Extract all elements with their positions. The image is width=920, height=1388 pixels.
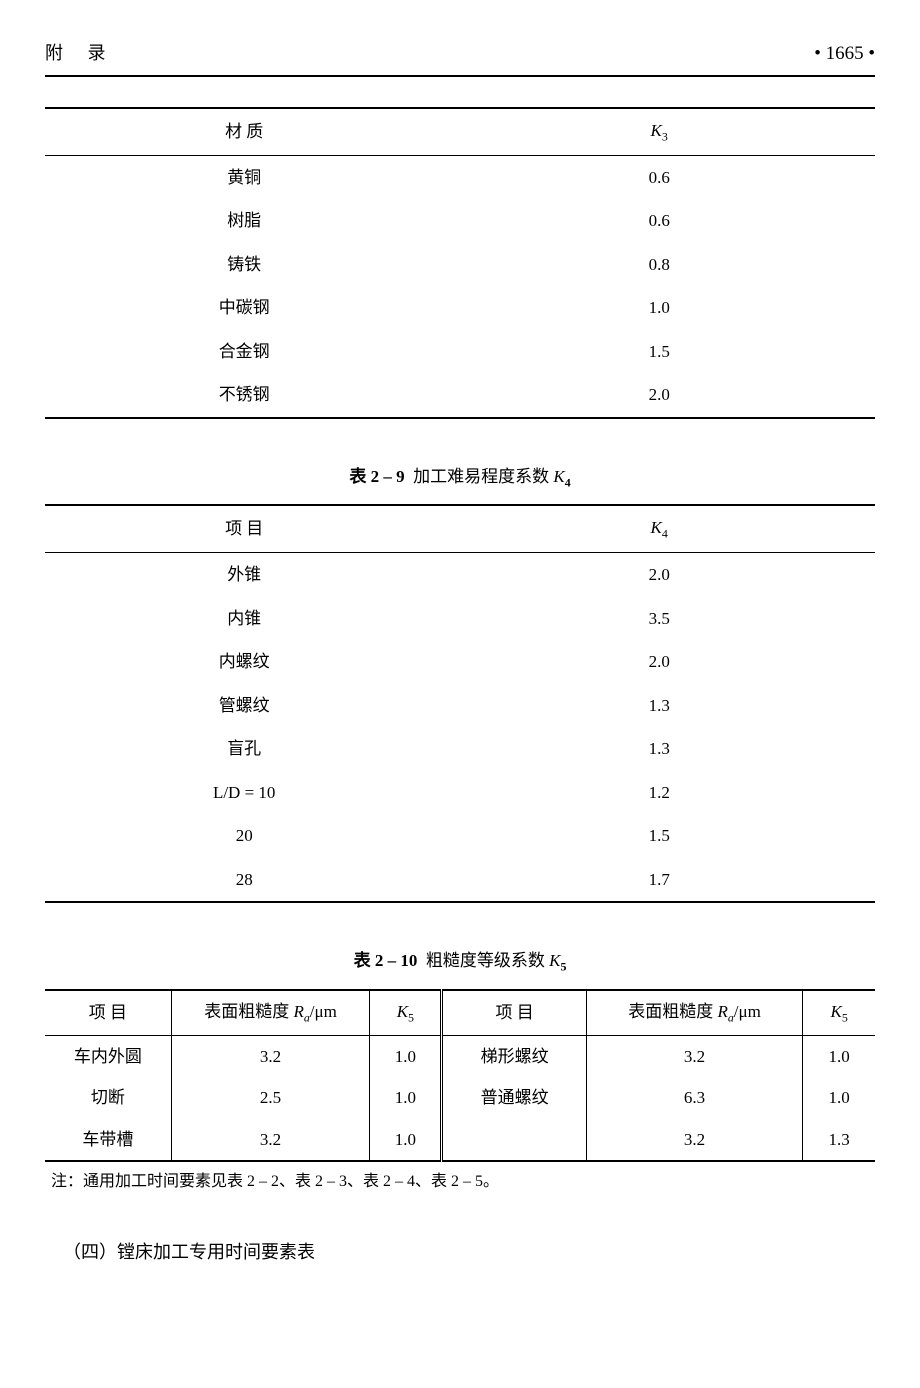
k5-h-roughness-a: 表面粗糙度 Ra/μm: [171, 990, 369, 1036]
table-row: 盲孔1.3: [45, 727, 875, 771]
k5-h-item-a: 项 目: [45, 990, 171, 1036]
table-row: 车带槽 3.2 1.0 3.2 1.3: [45, 1119, 875, 1162]
table-row: 外锥2.0: [45, 553, 875, 597]
caption-k5: 表 2 – 10 粗糙度等级系数 K5: [45, 948, 875, 976]
table-row: 内螺纹2.0: [45, 640, 875, 684]
table-row: L/D = 101.2: [45, 771, 875, 815]
k4-header-k: K4: [443, 505, 875, 553]
k5-h-k-a: K5: [370, 990, 442, 1036]
caption-k4: 表 2 – 9 加工难易程度系数 K4: [45, 464, 875, 492]
table-row: 中碳钢1.0: [45, 286, 875, 330]
k5-h-item-b: 项 目: [442, 990, 586, 1036]
k4-header-item: 项 目: [45, 505, 443, 553]
header-left-title: 附 录: [45, 40, 116, 67]
footnote: 注：通用加工时间要素见表 2 – 2、表 2 – 3、表 2 – 4、表 2 –…: [51, 1170, 875, 1194]
table-k3: 材 质 K3 黄铜0.6 树脂0.6 铸铁0.8 中碳钢1.0 合金钢1.5 不…: [45, 107, 875, 419]
table-row: 黄铜0.6: [45, 155, 875, 199]
table-row: 树脂0.6: [45, 199, 875, 243]
table-row: 201.5: [45, 814, 875, 858]
section-title: （四）镗床加工专用时间要素表: [63, 1239, 875, 1266]
k3-header-material: 材 质: [45, 108, 443, 156]
table-row: 切断 2.5 1.0 普通螺纹 6.3 1.0: [45, 1077, 875, 1119]
k5-h-k-b: K5: [803, 990, 875, 1036]
table-row: 车内外圆 3.2 1.0 梯形螺纹 3.2 1.0: [45, 1035, 875, 1077]
table-k4: 项 目 K4 外锥2.0 内锥3.5 内螺纹2.0 管螺纹1.3 盲孔1.3 L…: [45, 504, 875, 903]
page-header: 附 录 • 1665 •: [45, 40, 875, 77]
table-row: 管螺纹1.3: [45, 684, 875, 728]
table-row: 合金钢1.5: [45, 330, 875, 374]
table-row: 铸铁0.8: [45, 243, 875, 287]
header-page-number: • 1665 •: [814, 40, 875, 69]
table-row: 内锥3.5: [45, 597, 875, 641]
k3-header-k: K3: [443, 108, 875, 156]
table-k5: 项 目 表面粗糙度 Ra/μm K5 项 目 表面粗糙度 Ra/μm K5 车内…: [45, 989, 875, 1163]
table-row: 281.7: [45, 858, 875, 903]
table-row: 不锈钢2.0: [45, 373, 875, 418]
k5-h-roughness-b: 表面粗糙度 Ra/μm: [586, 990, 803, 1036]
